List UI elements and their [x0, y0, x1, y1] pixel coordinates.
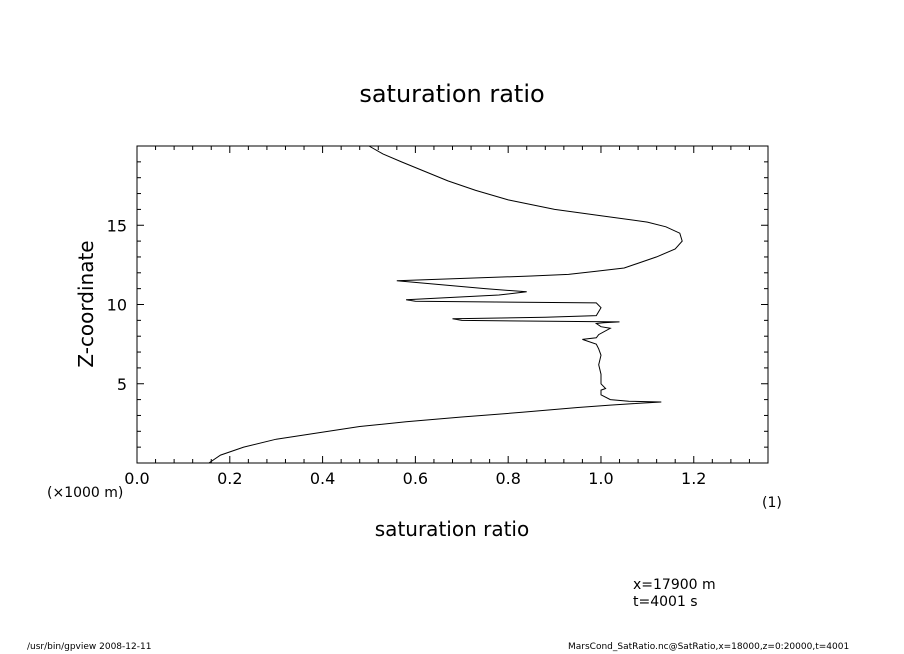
position-annotation: x=17900 m [633, 577, 716, 593]
y-axis-tick-labels: 5 10 15 [107, 216, 127, 394]
x-tick-label: 0.6 [403, 469, 428, 488]
x-tick-label: 0.2 [217, 469, 242, 488]
y-axis-label: Z-coordinate [74, 240, 98, 367]
x-axis-label: saturation ratio [375, 517, 529, 541]
time-annotation: t=4001 s [633, 594, 698, 610]
footer-program-date: /usr/bin/gpview 2008-12-11 [27, 642, 152, 652]
y-tick-label: 5 [117, 375, 127, 394]
x-tick-label: 1.2 [681, 469, 706, 488]
x-tick-label: 0.0 [124, 469, 149, 488]
x-tick-label: 1.0 [588, 469, 613, 488]
x-axis-tick-labels: 0.0 0.2 0.4 0.6 0.8 1.0 1.2 [124, 469, 706, 488]
footer-data-source: MarsCond_SatRatio.nc@SatRatio,x=18000,z=… [568, 642, 850, 652]
x-tick-label: 0.4 [310, 469, 335, 488]
x-axis-unit: (1) [762, 495, 782, 511]
x-tick-label: 0.8 [495, 469, 520, 488]
y-tick-label: 15 [107, 216, 127, 235]
plot-frame [136, 145, 769, 464]
y-tick-label: 10 [107, 296, 127, 315]
series-line [208, 145, 683, 464]
axis-ticks [136, 145, 769, 464]
chart-title: saturation ratio [359, 80, 544, 108]
y-axis-unit: (×1000 m) [47, 485, 123, 501]
